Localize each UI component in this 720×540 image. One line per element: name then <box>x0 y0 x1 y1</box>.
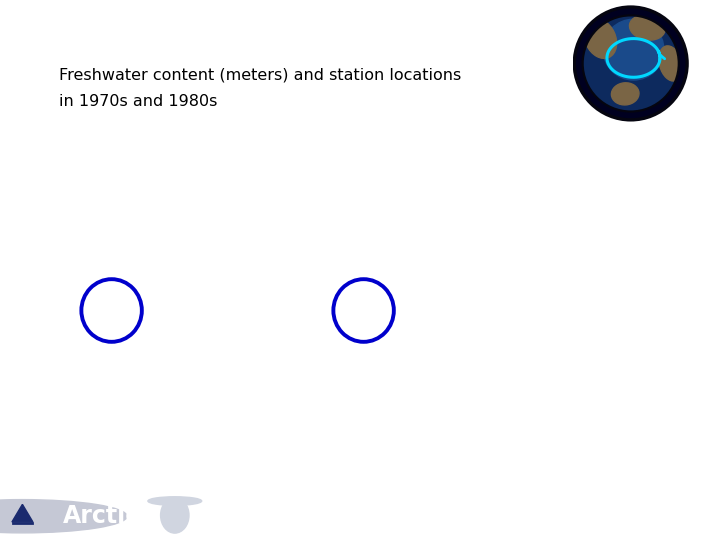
Circle shape <box>603 19 664 80</box>
Text: Freshwater content (meters) and station locations: Freshwater content (meters) and station … <box>59 68 462 83</box>
Text: in 1970s and 1980s: in 1970s and 1980s <box>59 94 217 110</box>
Ellipse shape <box>611 83 639 105</box>
Polygon shape <box>12 504 33 522</box>
Text: Arctic: Arctic <box>63 504 140 528</box>
Circle shape <box>148 497 202 505</box>
Ellipse shape <box>629 15 665 40</box>
Ellipse shape <box>161 497 189 533</box>
Circle shape <box>578 11 683 116</box>
Text: Group: Group <box>197 504 279 528</box>
Circle shape <box>0 500 127 533</box>
Ellipse shape <box>584 19 616 58</box>
Ellipse shape <box>659 46 682 81</box>
